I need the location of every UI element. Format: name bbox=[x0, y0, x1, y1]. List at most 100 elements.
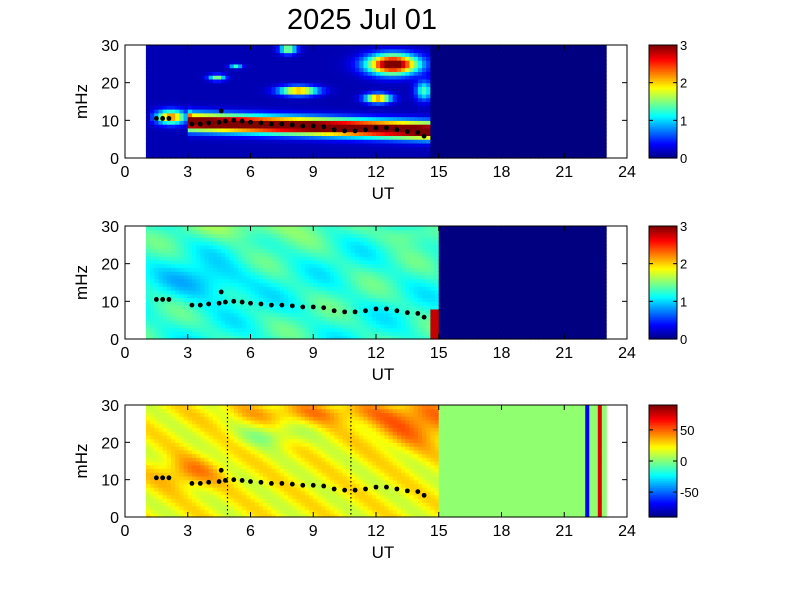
heatmap-cell bbox=[283, 274, 289, 280]
heatmap-cell bbox=[200, 60, 206, 65]
heatmap-cell bbox=[509, 86, 515, 91]
heatmap-cell bbox=[208, 120, 214, 125]
heatmap-cell bbox=[212, 150, 218, 155]
heatmap-cell bbox=[325, 312, 331, 317]
heatmap-cell bbox=[451, 45, 457, 50]
heatmap-cell bbox=[321, 142, 327, 148]
heatmap-cell bbox=[166, 90, 172, 95]
heatmap-cell bbox=[325, 101, 331, 106]
y-tick-label: 20 bbox=[101, 76, 119, 93]
heatmap-cell bbox=[434, 71, 440, 76]
heatmap-cell bbox=[221, 237, 226, 242]
heatmap-cell bbox=[166, 226, 172, 231]
heatmap-cell bbox=[576, 86, 582, 91]
heatmap-cell bbox=[317, 82, 323, 88]
heatmap-cell bbox=[380, 45, 385, 50]
heatmap-cell bbox=[283, 282, 289, 287]
heatmap-cell bbox=[166, 241, 172, 246]
heatmap-cell bbox=[204, 63, 210, 69]
heatmap-cell bbox=[350, 267, 356, 272]
heatmap-cell bbox=[154, 259, 160, 265]
heatmap-cell bbox=[275, 86, 281, 91]
heatmap-cell bbox=[359, 154, 365, 159]
heatmap-cell bbox=[162, 93, 168, 99]
heatmap-cell bbox=[221, 154, 226, 159]
heatmap-cell bbox=[258, 71, 264, 76]
heatmap-cell bbox=[334, 248, 339, 253]
heatmap-cell bbox=[522, 139, 528, 144]
heatmap-cell bbox=[363, 116, 369, 121]
heatmap-cell bbox=[409, 127, 415, 133]
heatmap-cell bbox=[229, 293, 235, 299]
heatmap-cell bbox=[342, 290, 348, 295]
heatmap-cell bbox=[242, 131, 247, 136]
heatmap-cell bbox=[396, 97, 402, 103]
heatmap-cell bbox=[204, 335, 210, 340]
heatmap-cell bbox=[601, 63, 607, 69]
heatmap-cell bbox=[300, 252, 306, 257]
heatmap-cell bbox=[488, 116, 494, 121]
heatmap-cell bbox=[392, 78, 398, 84]
heatmap-cell bbox=[313, 312, 319, 317]
heatmap-cell bbox=[254, 259, 260, 265]
heatmap-cell bbox=[292, 75, 298, 80]
heatmap-cell bbox=[171, 154, 176, 159]
heatmap-cell bbox=[221, 67, 226, 72]
heatmap-cell bbox=[350, 248, 356, 253]
heatmap-cell bbox=[422, 150, 427, 155]
heatmap-cell bbox=[459, 86, 465, 91]
heatmap-cell bbox=[271, 263, 277, 269]
heatmap-cell bbox=[204, 48, 210, 54]
heatmap-cell bbox=[283, 56, 289, 61]
heatmap-cell bbox=[384, 142, 390, 148]
heatmap-cell bbox=[304, 331, 310, 336]
heatmap-cell bbox=[576, 105, 582, 110]
heatmap-cell bbox=[355, 323, 360, 329]
heatmap-cell bbox=[384, 109, 390, 114]
heatmap-cell bbox=[413, 124, 419, 129]
heatmap-cell bbox=[309, 323, 314, 329]
heatmap-cell bbox=[246, 86, 252, 91]
heatmap-cell bbox=[183, 124, 189, 129]
heatmap-cell bbox=[275, 71, 281, 76]
heatmap-cell bbox=[187, 101, 193, 106]
heatmap-cell bbox=[497, 67, 503, 72]
heatmap-cell bbox=[539, 75, 544, 80]
heatmap-cell bbox=[514, 139, 519, 144]
heatmap-cell bbox=[313, 244, 319, 250]
heatmap-cell bbox=[183, 229, 189, 235]
heatmap-cell bbox=[560, 131, 565, 136]
heatmap-cell bbox=[355, 78, 360, 84]
heatmap-cell bbox=[296, 93, 302, 99]
heatmap-cell bbox=[534, 116, 540, 121]
heatmap-cell bbox=[455, 131, 461, 136]
heatmap-cell bbox=[154, 86, 160, 91]
heatmap-cell bbox=[497, 63, 503, 69]
heatmap-cell bbox=[564, 142, 570, 148]
heatmap-cell bbox=[388, 142, 394, 148]
heatmap-cell bbox=[451, 124, 457, 129]
ridge-point bbox=[206, 120, 212, 126]
heatmap-cell bbox=[514, 93, 519, 99]
heatmap-cell bbox=[346, 274, 352, 280]
heatmap-cell bbox=[480, 52, 486, 57]
heatmap-cell bbox=[551, 56, 557, 61]
heatmap-cell bbox=[551, 120, 557, 125]
heatmap-cell bbox=[380, 52, 385, 57]
heatmap-cell bbox=[363, 112, 369, 118]
heatmap-cell bbox=[263, 150, 268, 155]
heatmap-cell bbox=[488, 97, 494, 103]
heatmap-cell bbox=[601, 139, 607, 144]
heatmap-cell bbox=[288, 335, 293, 340]
heatmap-cell bbox=[171, 48, 176, 54]
heatmap-cell bbox=[283, 139, 289, 144]
heatmap-cell bbox=[154, 237, 160, 242]
heatmap-cell bbox=[288, 237, 293, 242]
heatmap-cell bbox=[493, 86, 498, 91]
heatmap-cell bbox=[275, 45, 281, 50]
colorbar-cell bbox=[649, 112, 677, 115]
ridge-point bbox=[331, 127, 337, 133]
heatmap-cell bbox=[229, 237, 235, 242]
ridge-point bbox=[153, 116, 159, 121]
heatmap-cell bbox=[313, 101, 319, 106]
